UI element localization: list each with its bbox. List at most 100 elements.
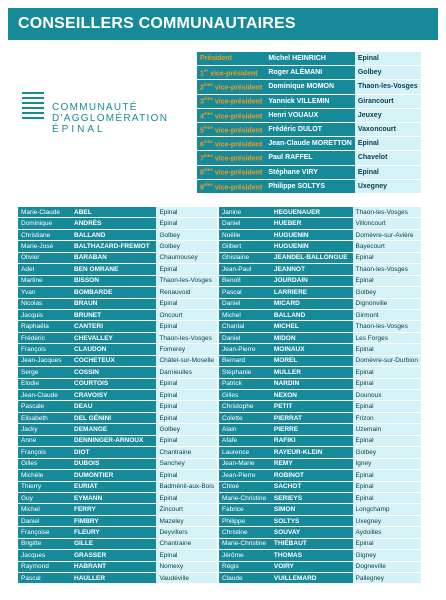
exec-row: 4ème vice-président Henri VOUAUX Jeuxey xyxy=(197,108,421,123)
first-name: Pascal xyxy=(18,572,71,585)
ordinal-suffix: ème xyxy=(203,139,213,145)
first-name: Marie-Christine xyxy=(219,492,271,505)
last-name: FERRY xyxy=(71,503,157,516)
member-row: Chantal MICHEL Thaon-les-Vosges xyxy=(219,320,421,333)
last-name: BISSON xyxy=(71,275,157,288)
last-name: MICHEL xyxy=(270,320,353,333)
member-row: Gilles DUBOIS Sanchey xyxy=(18,458,217,471)
member-row: Marie-Christine THIÉBAUT Epinal xyxy=(219,538,421,551)
last-name: COURTOIS xyxy=(71,378,157,391)
first-name: Serge xyxy=(18,366,71,379)
member-city: Golbey xyxy=(354,65,421,81)
ordinal-number: 4 xyxy=(200,113,204,120)
member-row: Jacques GRASSER Epinal xyxy=(18,549,217,562)
first-name: Jean-Claude xyxy=(18,389,71,402)
last-name: BRAUN xyxy=(71,298,157,310)
last-name: MIDON xyxy=(270,332,353,345)
last-name: THIÉBAUT xyxy=(270,538,353,551)
member-row: Guy EYMANN Epinal xyxy=(18,492,217,505)
last-name: HUEBER xyxy=(270,217,353,230)
last-name: BOMBARDE xyxy=(71,286,157,299)
member-row: Gilles NEXON Dounoux xyxy=(219,389,421,402)
first-name: Noëlle xyxy=(219,229,271,242)
last-name: FLEURY xyxy=(71,526,157,539)
exec-row: Président Michel HEINRICH Epinal xyxy=(197,52,421,67)
last-name: REMY xyxy=(270,458,353,471)
last-name: HABRANT xyxy=(71,561,157,574)
city: Thaon-les-Vosges xyxy=(156,332,217,345)
member-row: Janine HEGUENAUER Thaon-les-Vosges xyxy=(219,207,421,219)
first-name: Chloé xyxy=(219,481,271,493)
executive-table: Président Michel HEINRICH Epinal 1er vice-p… xyxy=(197,52,421,194)
city: Domèvre-sur-Avière xyxy=(352,229,421,242)
member-row: Laurence RAYEUR-KLEIN Golbey xyxy=(219,446,421,459)
first-name: Marie-José xyxy=(18,240,71,253)
last-name: DEMANGE xyxy=(71,423,157,436)
exec-row: 3ème vice-président Yannick VILLEMIN Giran… xyxy=(197,94,421,109)
city: Epinal xyxy=(352,275,421,288)
city: Châtel-sur-Moselle xyxy=(156,355,217,368)
member-row: Claude VUILLEMARD Pallegney xyxy=(219,572,421,585)
first-name: Fabrice xyxy=(219,503,271,516)
right-list: Janine HEGUENAUER Thaon-les-Vosges Daniel HU… xyxy=(219,207,421,585)
city: Epinal xyxy=(156,207,217,219)
first-name: Jean-Pierre xyxy=(219,469,271,482)
member-row: Christophe PETIT Epinal xyxy=(219,400,421,413)
member-row: Michel FERRY Zincourt xyxy=(18,503,217,516)
city: Frizon xyxy=(352,412,421,425)
city: Thaon-les-Vosges xyxy=(352,320,421,333)
city: Epinal xyxy=(156,263,217,276)
city: Epinal xyxy=(352,378,421,391)
first-name: Michèle xyxy=(18,469,71,482)
first-name: Nicolas xyxy=(18,298,71,310)
city: Epinal xyxy=(156,492,217,505)
logo-bars xyxy=(22,92,44,119)
city: Epinal xyxy=(156,298,217,310)
last-name: MICARD xyxy=(270,298,353,310)
member-city: Chavelot xyxy=(354,150,421,166)
city: Golbey xyxy=(352,446,421,459)
member-row: Chloé SACHOT Epinal xyxy=(219,481,421,493)
last-name: CLAUDON xyxy=(71,343,157,356)
city: Aydoilles xyxy=(352,526,421,539)
member-row: Marie-Claude ABEL Epinal xyxy=(18,207,217,219)
first-name: Marie-Claude xyxy=(18,207,71,219)
city: Epinal xyxy=(352,252,421,265)
ordinal-suffix: er xyxy=(203,68,209,74)
first-name: Françoise xyxy=(18,526,71,539)
last-name: MOINAUX xyxy=(270,343,353,356)
city: Deyvillers xyxy=(156,526,217,539)
first-name: François xyxy=(18,446,71,459)
ordinal-suffix: ème xyxy=(203,82,213,88)
member-row: Jean-Paul JEANNOT Thaon-les-Vosges xyxy=(219,263,421,276)
member-row: Daniel HUEBER Villoncourt xyxy=(219,217,421,230)
ordinal-number: 1 xyxy=(200,70,204,78)
member-row: Patrick NARDIN Epinal xyxy=(219,378,421,391)
member-city: Uxegney xyxy=(354,179,421,194)
last-name: SOLTYS xyxy=(270,515,353,528)
first-name: Raphaëla xyxy=(18,320,71,333)
first-name: Gilbert xyxy=(219,240,271,253)
first-name: Daniel xyxy=(219,217,271,230)
member-row: Jean-Marie REMY Igney xyxy=(219,458,421,471)
city: Golbey xyxy=(156,240,217,253)
last-name: HUGUENIN xyxy=(270,240,353,253)
role-label: vice-président xyxy=(214,169,263,177)
ordinal-suffix: ème xyxy=(203,181,213,187)
last-name: COCHETEUX xyxy=(71,355,157,368)
last-name: MOREL xyxy=(270,355,353,368)
member-row: Nicolas BRAUN Epinal xyxy=(18,298,217,310)
city: Mazeley xyxy=(156,515,217,528)
ordinal-suffix: ème xyxy=(203,124,213,130)
member-row: Pascale DEAU Epinal xyxy=(18,400,217,413)
city: Epinal xyxy=(156,435,217,448)
member-row: Jean-Jacques COCHETEUX Châtel-sur-Moselle xyxy=(18,355,217,368)
member-name: Michel HEINRICH xyxy=(265,52,355,67)
last-name: COSSIN xyxy=(71,366,157,379)
member-row: Jérôme THOMAS Gigney xyxy=(219,549,421,562)
city: Villoncourt xyxy=(352,217,421,230)
first-name: Afafe xyxy=(219,435,271,448)
ordinal-number: 5 xyxy=(200,127,204,135)
exec-row: 7ème vice-président Paul RAFFEL Chavelot xyxy=(197,150,421,166)
